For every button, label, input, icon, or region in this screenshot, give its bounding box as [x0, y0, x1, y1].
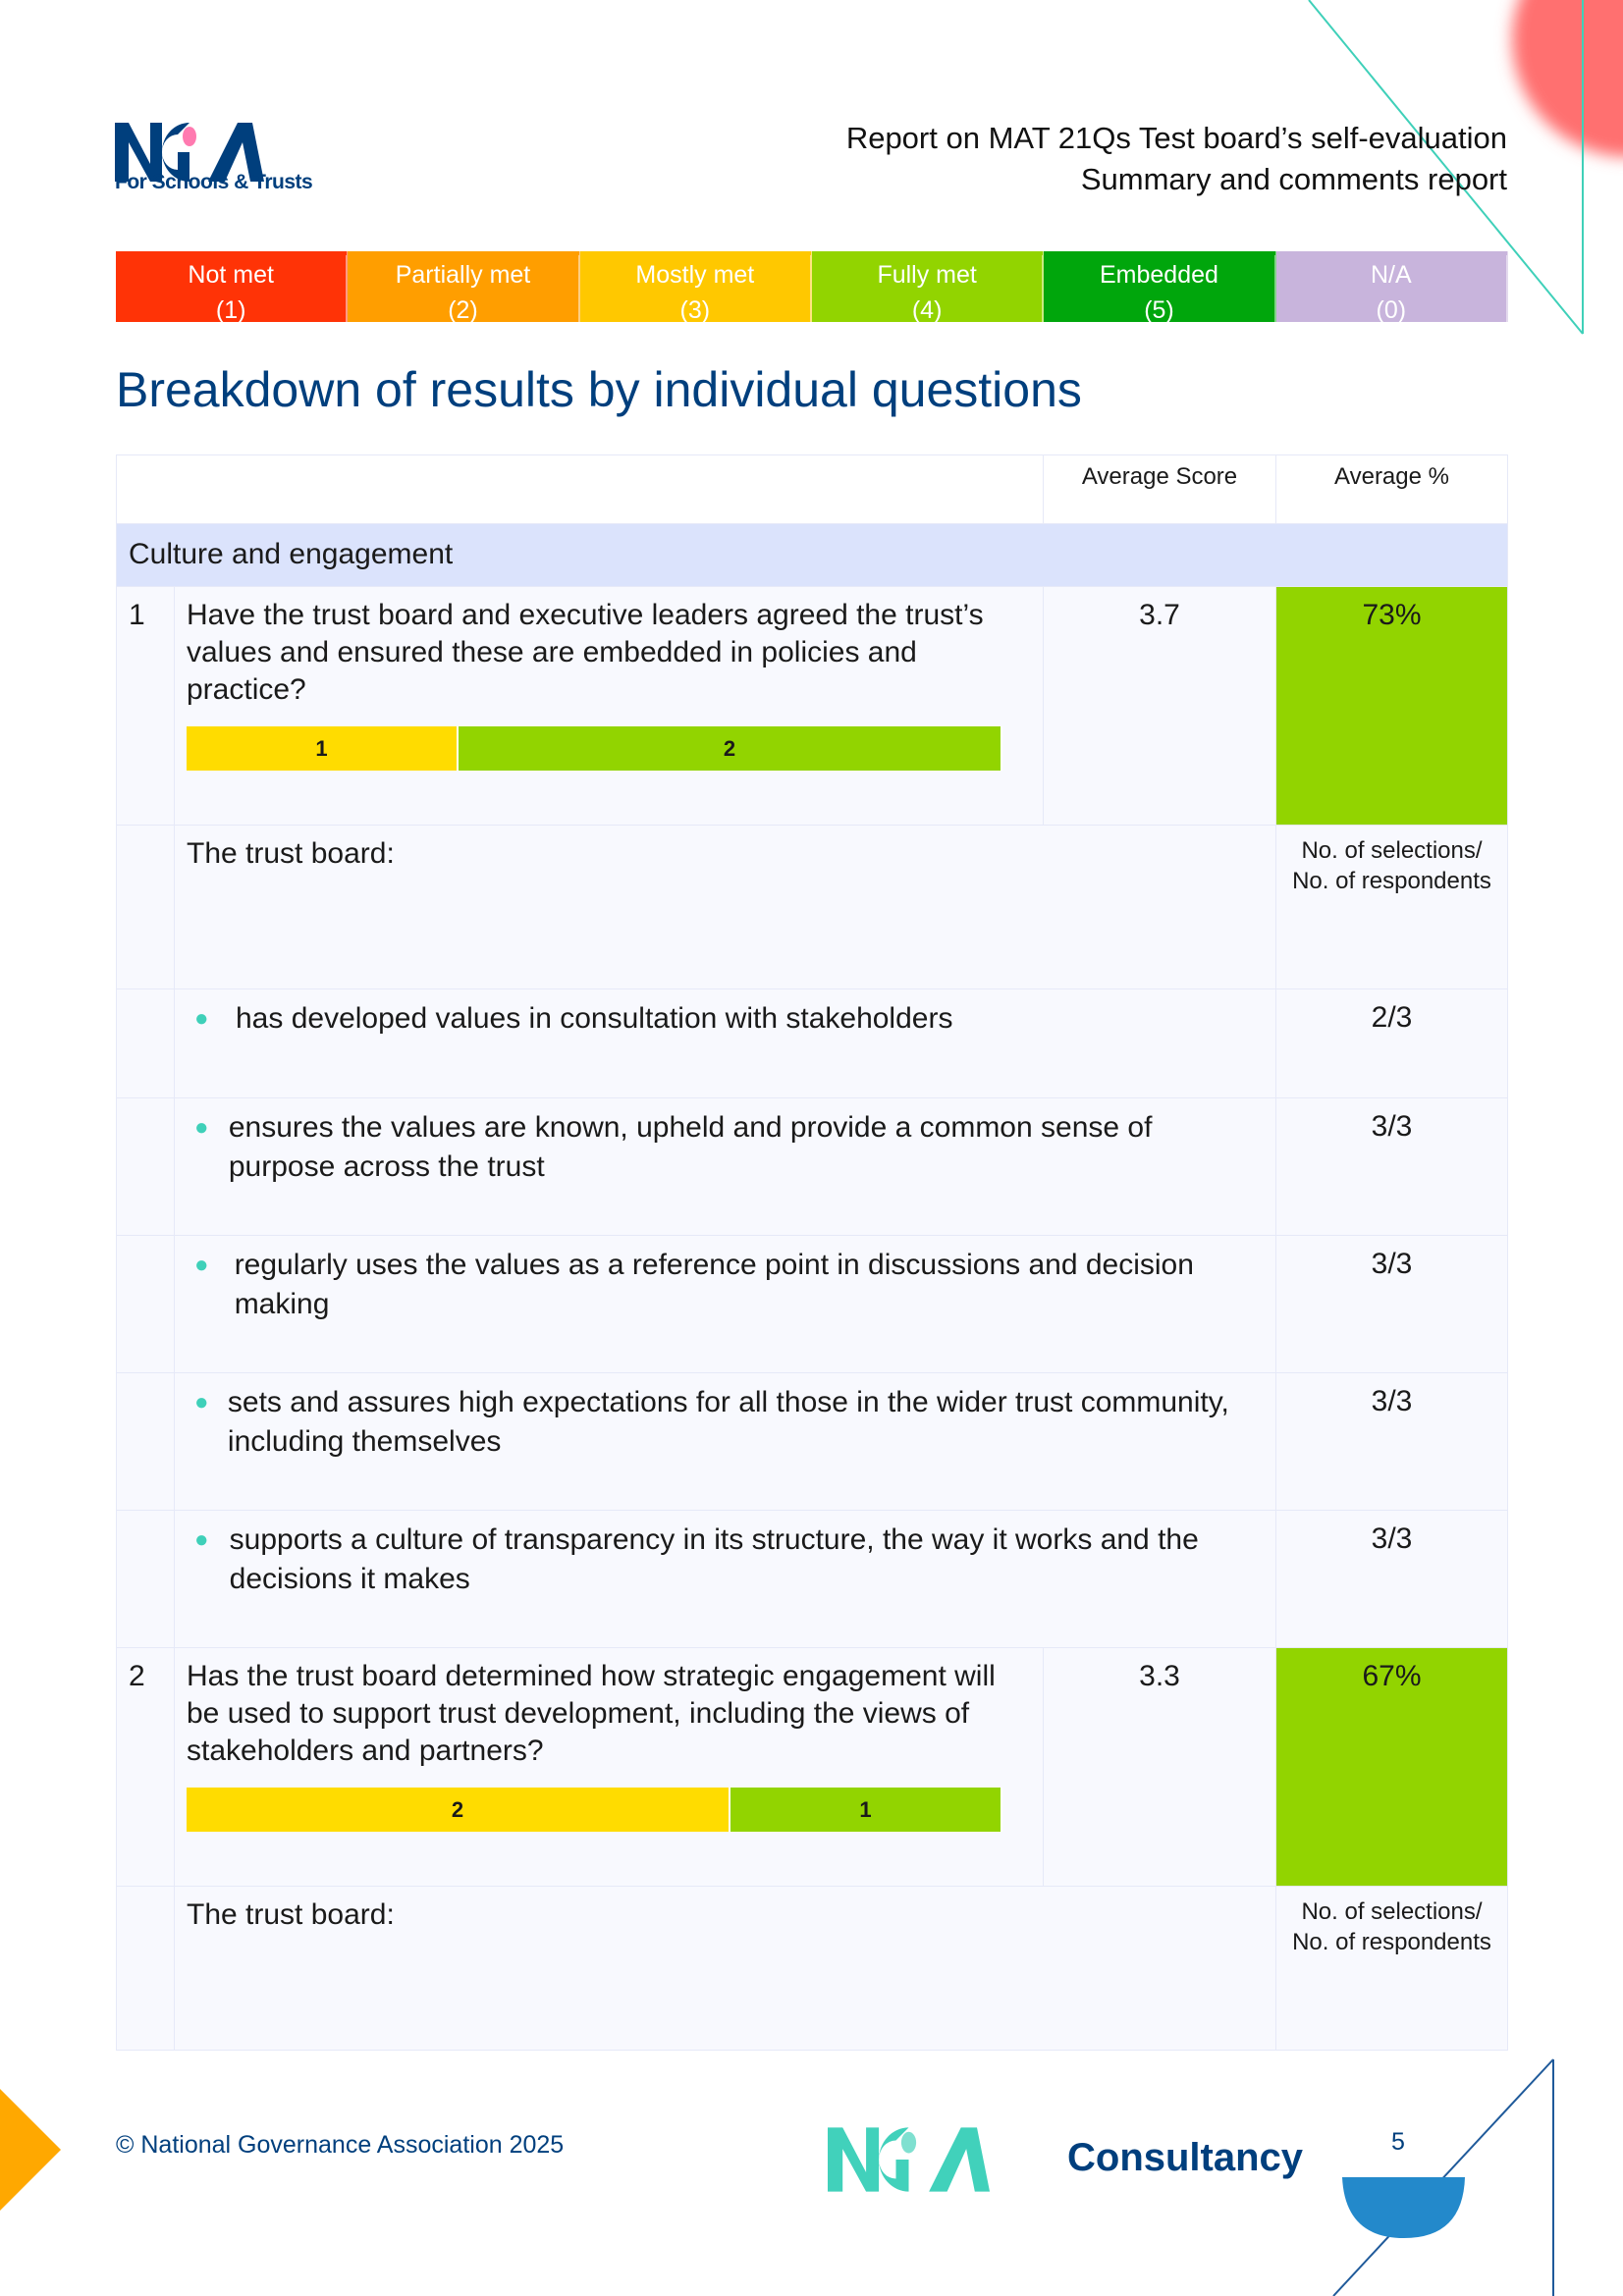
table-row: ● sets and assures high expectations for …	[116, 1372, 1508, 1511]
question-cell: Have the trust board and executive leade…	[174, 586, 1044, 826]
board-subheader-row: The trust board: No. of selections/ No. …	[116, 825, 1508, 989]
question-number: 2	[116, 1647, 175, 1887]
question-row: 2 Has the trust board determined how str…	[116, 1647, 1508, 1887]
selection-count: 3/3	[1275, 1097, 1508, 1236]
bullet-icon: ●	[194, 1114, 209, 1141]
legend-item: Not met (1)	[116, 251, 349, 326]
table-row: ● regularly uses the values as a referenc…	[116, 1235, 1508, 1373]
legend-value: (0)	[1276, 291, 1507, 326]
criterion-text: ensures the values are known, upheld and…	[228, 1111, 1153, 1183]
decorative-line	[1308, 0, 1584, 335]
table-row: ● supports a culture of transparency in i…	[116, 1510, 1508, 1648]
selection-count: 3/3	[1275, 1372, 1508, 1511]
legend-item: N/A (0)	[1275, 251, 1508, 326]
question-row: 1 Have the trust board and executive lea…	[116, 586, 1508, 826]
question-cell: Has the trust board determined how strat…	[174, 1647, 1044, 1887]
board-label: The trust board:	[174, 1886, 1276, 2051]
nga-logo	[115, 123, 264, 182]
board-subheader-row: The trust board: No. of selections/ No. …	[116, 1886, 1508, 2051]
table-row: ● has developed values in consultation wi…	[116, 988, 1508, 1098]
response-bar-segment: 1	[187, 726, 459, 771]
table-row: ● ensures the values are known, upheld an…	[116, 1097, 1508, 1236]
selection-count: 3/3	[1275, 1510, 1508, 1648]
legend-item: Embedded (5)	[1044, 251, 1276, 326]
legend-item: Mostly met (3)	[579, 251, 812, 326]
report-title: Report on MAT 21Qs Test board’s self-eva…	[845, 121, 1507, 155]
legend-value: (5)	[1044, 291, 1275, 326]
legend-item: Fully met (4)	[811, 251, 1045, 326]
header-blank	[116, 454, 1044, 524]
question-number: 1	[116, 586, 175, 826]
nga-consultancy-logo	[828, 2127, 991, 2192]
criterion-text: has developed values in consultation wit…	[236, 1002, 953, 1035]
question-text: Have the trust board and executive leade…	[187, 599, 984, 706]
criterion-text: regularly uses the values as a reference…	[234, 1249, 1194, 1320]
legend-label: Embedded	[1044, 255, 1275, 291]
response-bar-segment: 2	[458, 726, 1002, 771]
legend-value: (3)	[580, 291, 811, 326]
decorative-triangle	[0, 2089, 61, 2211]
legend-value: (1)	[116, 291, 348, 326]
report-subtitle: Summary and comments report	[1080, 162, 1507, 196]
response-bar-segment: 1	[730, 1788, 1002, 1832]
page-title: Breakdown of results by individual quest…	[116, 362, 1082, 417]
criterion-text: supports a culture of transparency in it…	[229, 1523, 1199, 1595]
consultancy-brand: Consultancy	[1067, 2136, 1304, 2179]
bullet-icon: ●	[194, 1005, 209, 1032]
average-pct: 67%	[1275, 1647, 1508, 1887]
legend-label: N/A	[1276, 255, 1507, 291]
results-table: Average Score Average % Culture and enga…	[116, 454, 1508, 2051]
legend-label: Mostly met	[580, 255, 811, 291]
logo-subtitle: For Schools & Trusts	[115, 171, 313, 193]
average-score: 3.3	[1043, 1647, 1276, 1887]
selection-count: 3/3	[1275, 1235, 1508, 1373]
legend-value: (2)	[348, 291, 579, 326]
board-label: The trust board:	[174, 825, 1276, 989]
page-number: 5	[1391, 2128, 1405, 2156]
report-header: Report on MAT 21Qs Test board’s self-eva…	[846, 118, 1507, 200]
score-legend: Not met (1) Partially met (2) Mostly met (3) F…	[116, 251, 1508, 326]
question-text: Has the trust board determined how strat…	[187, 1660, 996, 1767]
count-header: No. of selections/ No. of respondents	[1275, 1886, 1508, 2051]
legend-value: (4)	[812, 291, 1044, 326]
decorative-circle	[1512, 0, 1623, 157]
col-average-score: Average Score	[1043, 454, 1276, 524]
bullet-icon: ●	[194, 1252, 209, 1278]
average-score: 3.7	[1043, 586, 1276, 826]
legend-label: Partially met	[348, 255, 579, 291]
average-pct: 73%	[1275, 586, 1508, 826]
response-bar-segment: 2	[187, 1788, 730, 1832]
selection-count: 2/3	[1275, 988, 1508, 1098]
col-average-pct: Average %	[1275, 454, 1508, 524]
legend-label: Not met	[116, 255, 348, 291]
section-heading: Culture and engagement	[116, 523, 1508, 587]
legend-item: Partially met (2)	[348, 251, 580, 326]
bullet-icon: ●	[194, 1389, 209, 1415]
criterion-text: sets and assures high expectations for a…	[227, 1386, 1229, 1458]
decorative-bowl	[1342, 2177, 1465, 2238]
bullet-icon: ●	[194, 1526, 209, 1553]
count-header: No. of selections/ No. of respondents	[1275, 825, 1508, 989]
legend-label: Fully met	[812, 255, 1044, 291]
copyright: © National Governance Association 2025	[116, 2131, 565, 2159]
